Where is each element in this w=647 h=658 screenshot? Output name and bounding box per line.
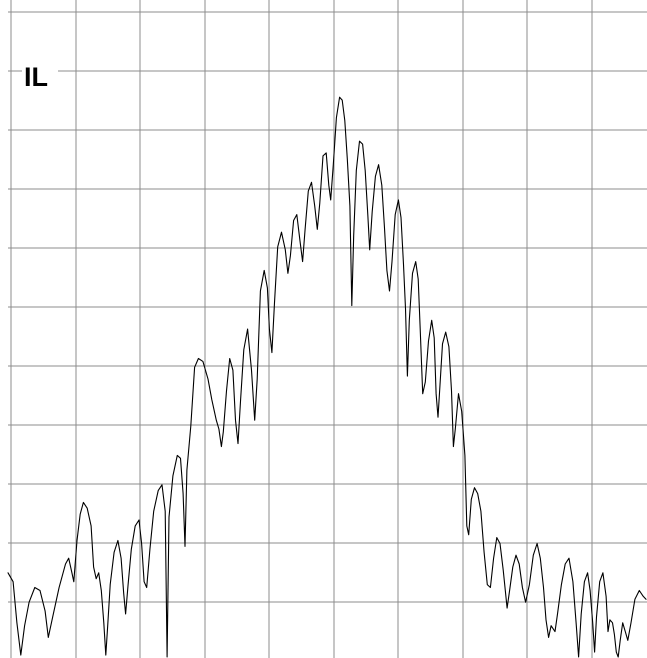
trace-line <box>7 96 647 658</box>
trace-label-group: IL <box>22 60 58 92</box>
trace-label-background <box>22 60 58 88</box>
grid <box>8 0 647 658</box>
trace-area <box>7 96 647 658</box>
trace-label: IL <box>24 62 48 92</box>
